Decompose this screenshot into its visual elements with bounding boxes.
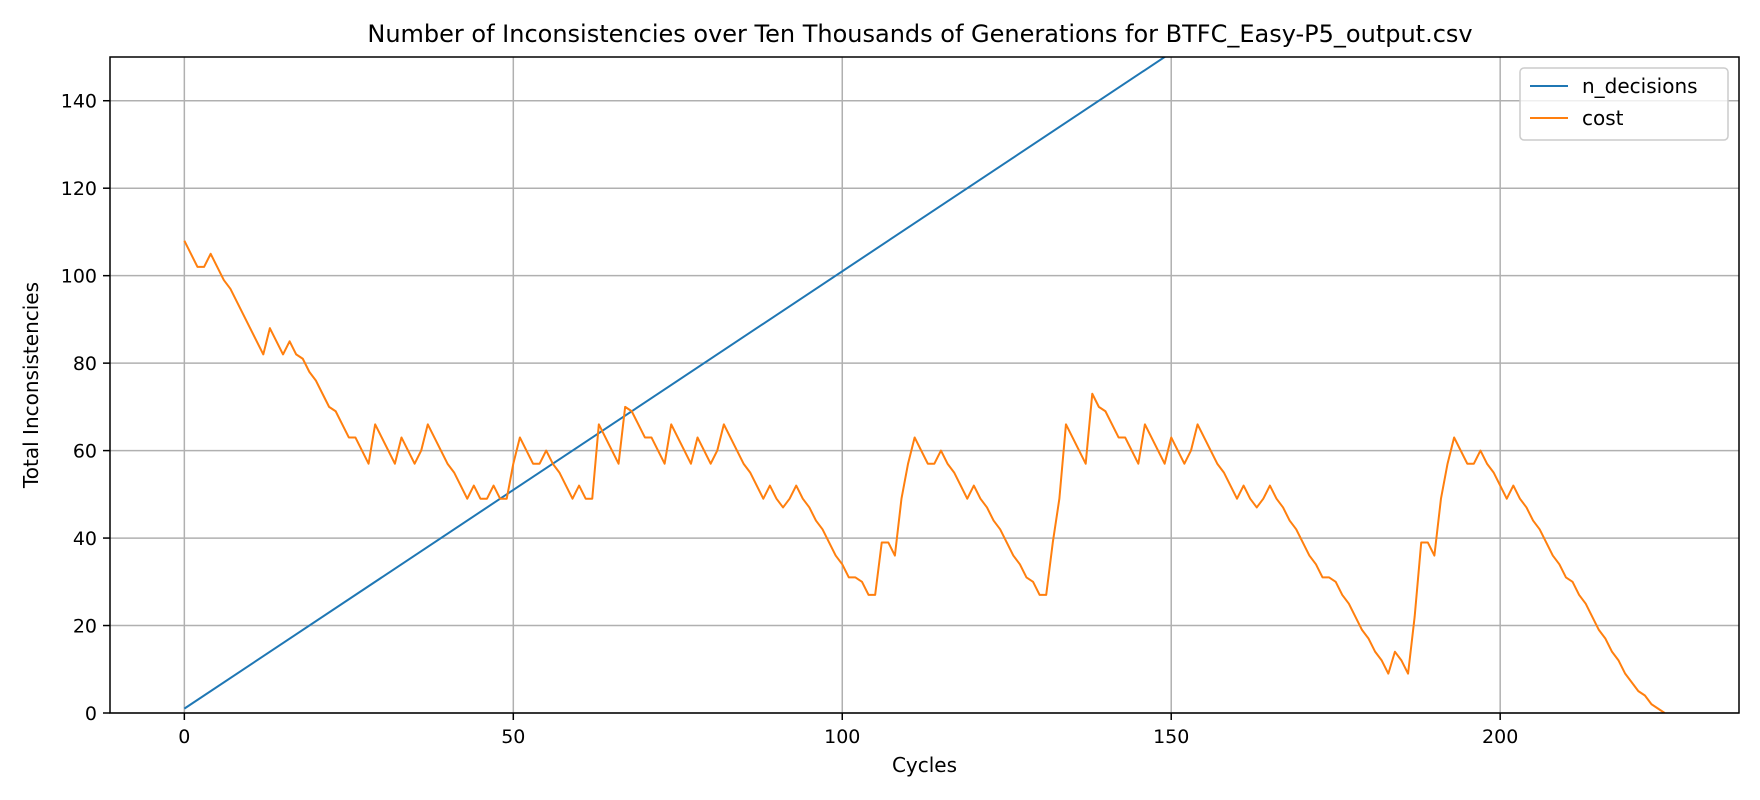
series-line-n-decisions bbox=[183, 57, 1167, 710]
grid-lines bbox=[110, 57, 1739, 714]
y-tick-label: 100 bbox=[61, 266, 97, 288]
y-tick-label: 60 bbox=[73, 441, 97, 463]
y-tick-label: 140 bbox=[61, 91, 97, 113]
x-tick-label: 50 bbox=[501, 726, 525, 748]
y-axis-label: Total Inconsistencies bbox=[19, 282, 43, 489]
y-tick-label: 0 bbox=[85, 703, 97, 725]
y-tick-label: 20 bbox=[73, 616, 97, 638]
x-axis-label: Cycles bbox=[892, 753, 957, 777]
chart-title: Number of Inconsistencies over Ten Thous… bbox=[367, 20, 1472, 48]
x-tick-label: 100 bbox=[824, 726, 860, 748]
series-lines bbox=[183, 57, 1666, 713]
y-tick-label: 80 bbox=[73, 353, 97, 375]
axis-ticks: 0 50 100 150 200 0 20 40 60 80 100 120 140 bbox=[61, 91, 1519, 748]
y-tick-label: 120 bbox=[61, 178, 97, 200]
series-line-cost bbox=[183, 240, 1666, 713]
plot-frame bbox=[109, 56, 1740, 714]
x-tick-label: 150 bbox=[1153, 726, 1189, 748]
x-tick-label: 0 bbox=[178, 726, 190, 748]
legend-label: cost bbox=[1582, 106, 1624, 130]
legend-label: n_decisions bbox=[1582, 74, 1698, 98]
legend-box bbox=[1519, 67, 1729, 141]
x-tick-label: 200 bbox=[1482, 726, 1518, 748]
y-tick-label: 40 bbox=[73, 528, 97, 550]
